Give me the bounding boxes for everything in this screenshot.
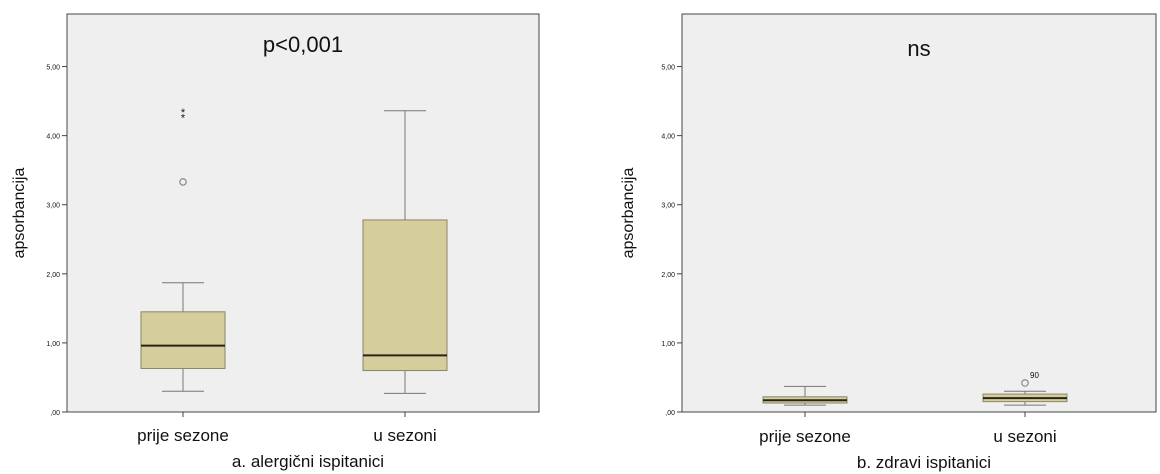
chart-panel-zdravi: ,00 1,00 2,00 3,00 4,00 5,00 apsorbancija ns pri…	[620, 13, 1157, 472]
y-axis-label: apsorbancija	[620, 168, 637, 259]
x-category-label: prije sezone	[137, 426, 229, 445]
y-tick-label: 1,00	[46, 341, 60, 348]
extreme-point: *	[181, 112, 186, 124]
box-iqr	[362, 219, 448, 372]
y-tick-label: ,00	[665, 410, 675, 417]
box-iqr	[140, 311, 226, 369]
outlier-point	[1021, 379, 1029, 387]
y-tick-label: 3,00	[661, 203, 675, 210]
y-tick-label: 4,00	[46, 134, 60, 141]
y-tick-label: ,00	[50, 410, 60, 417]
y-axis-label: apsorbancija	[11, 168, 28, 259]
outlier-point	[179, 178, 187, 186]
x-category-label: u sezoni	[993, 427, 1056, 446]
box-plot-prije-sezone: ** prije sezone	[137, 107, 229, 445]
y-tick-label: 3,00	[46, 203, 60, 210]
plot-area	[681, 13, 1157, 413]
box-plot-u-sezoni: u sezoni	[362, 110, 448, 445]
significance-annotation: ns	[907, 36, 930, 61]
x-category-label: u sezoni	[373, 426, 436, 445]
y-tick-label: 2,00	[661, 272, 675, 279]
y-tick-label: 5,00	[46, 65, 60, 72]
x-category-label: prije sezone	[759, 427, 851, 446]
y-tick-label: 4,00	[661, 134, 675, 141]
box-plot-u-sezoni: 90 u sezoni	[982, 371, 1068, 446]
y-tick-label: 2,00	[46, 272, 60, 279]
chart-panel-alergicni: ,00 1,00 2,00 3,00 4,00 5,00 apsorbancija p<0,0…	[11, 13, 540, 471]
extreme-point: *	[181, 107, 186, 119]
plot-area	[66, 13, 540, 413]
significance-annotation: p<0,001	[263, 32, 343, 57]
box-plot-prije-sezone: prije sezone	[759, 385, 851, 446]
x-axis-label: a. alergični ispitanici	[232, 452, 384, 471]
y-tick-label: 5,00	[661, 65, 675, 72]
outlier-label: 90	[1030, 371, 1039, 380]
y-tick-label: 1,00	[661, 341, 675, 348]
x-axis-label: b. zdravi ispitanici	[857, 453, 991, 472]
